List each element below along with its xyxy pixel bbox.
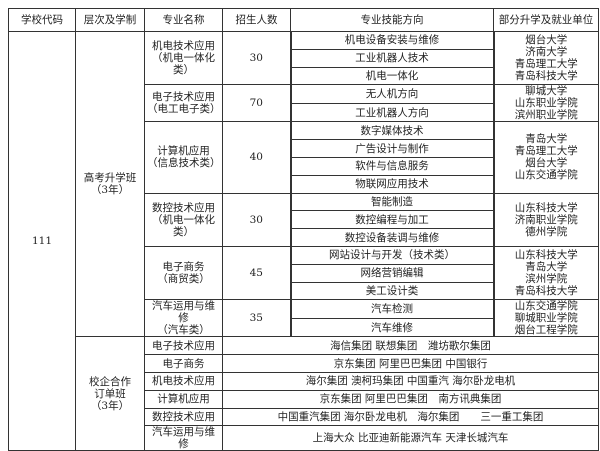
skill-direction: 广告设计与制作 <box>289 139 495 158</box>
header-major: 专业名称 <box>144 8 223 32</box>
skill-direction: 工业机器人技术 <box>289 48 495 68</box>
partner-companies: 中国重汽集团 海尔卧龙电机 海尔集团 三一重工集团 <box>222 407 599 427</box>
table-row: 计算机应用 （信息技术类） 40 数字媒体技术 青岛大学 青岛理工大学 烟台大学 山东… <box>9 121 599 194</box>
major-name: 汽车运用与维修 <box>144 425 223 451</box>
table-row: 机电一体化 <box>9 66 599 86</box>
skill-direction: 数字媒体技术 <box>289 121 495 141</box>
destinations: 山东交通学院 聊城职业学院 烟台工程学院 <box>493 299 599 338</box>
table-row: 汽车运用与维修 上海大众 比亚迪新能源汽车 天津长城汽车 <box>9 425 599 451</box>
skill-direction: 工业机器人方向 <box>289 102 495 123</box>
table-row: 电子技术应用 （电工电子类） 70 无人机方向 聊城大学 山东职业学院 滨州职业学院 <box>9 84 599 123</box>
major-name: 汽车运用与维修 （汽车类） <box>144 299 223 338</box>
partner-companies: 海信集团 联想集团 潍坊歌尔集团 <box>222 336 599 356</box>
skill-direction: 美工设计类 <box>289 281 495 301</box>
major-name: 电子商务 <box>144 354 223 373</box>
table-row: 数控技术应用 （机电一体化 类） 30 智能制造 山东科技大学 济南职业学院 德州学院 <box>9 192 599 247</box>
skill-direction: 网络营销编辑 <box>289 263 495 283</box>
level-gaokao: 高考升学班 （3年） <box>75 30 145 338</box>
enrollment-count: 70 <box>222 84 291 123</box>
partner-companies: 上海大众 比亚迪新能源汽车 天津长城汽车 <box>222 425 599 451</box>
header-skill-direction: 专业技能方向 <box>290 8 494 32</box>
table-row: 美工设计类 <box>9 281 599 301</box>
table-row: 电子商务 （商贸类） 45 网站设计与开发（技术类） 山东科技大学 青岛大学 滨州学院… <box>9 245 599 301</box>
destinations: 山东科技大学 青岛大学 滨州学院 青岛科技大学 <box>493 245 599 301</box>
header-level: 层次及学制 <box>75 8 145 32</box>
header-enrollment: 招生人数 <box>222 8 291 32</box>
skill-direction: 汽车维修 <box>289 317 495 338</box>
destinations: 烟台大学 济南大学 青岛理工大学 青岛科技大学 <box>493 30 599 86</box>
skill-direction: 数控设备装调与维修 <box>289 228 495 247</box>
header-destinations: 部分升学及就业单位 <box>493 8 599 32</box>
table-body: 111 高考升学班 （3年） 机电技术应用 （机电一体化 类） 30 机电设备安装与维修… <box>8 30 599 451</box>
major-name: 电子商务 （商贸类） <box>144 245 223 301</box>
skill-direction: 网站设计与开发（技术类） <box>289 245 495 265</box>
skill-direction: 无人机方向 <box>289 84 495 104</box>
major-name: 电子技术应用 <box>144 336 223 356</box>
enrollment-count: 30 <box>222 30 291 86</box>
destinations: 青岛大学 青岛理工大学 烟台大学 山东交通学院 <box>493 121 599 194</box>
school-code: 111 <box>8 30 76 451</box>
skill-direction: 机电一体化 <box>289 66 495 86</box>
table-row: 计算机应用 京东集团 阿里巴巴集团 南方讯典集团 <box>9 389 599 409</box>
destinations: 山东科技大学 济南职业学院 德州学院 <box>493 192 599 247</box>
header-row: 学校代码 层次及学制 专业名称 招生人数 专业技能方向 部分升学及就业单位 <box>8 8 599 32</box>
skill-direction: 物联网应用技术 <box>289 174 495 194</box>
skill-direction: 智能制造 <box>289 192 495 212</box>
major-name: 数控技术应用 （机电一体化 类） <box>144 192 223 247</box>
major-name: 计算机应用 （信息技术类） <box>144 121 223 194</box>
major-name: 机电技术应用 （机电一体化 类） <box>144 30 223 86</box>
enrollment-count: 45 <box>222 245 291 301</box>
major-name: 电子技术应用 （电工电子类） <box>144 84 223 123</box>
major-name: 机电技术应用 <box>144 371 223 391</box>
partner-companies: 京东集团 阿里巴巴集团 中国银行 <box>222 354 599 373</box>
table-row: 机电技术应用 海尔集团 澳柯玛集团 中国重汽 海尔卧龙电机 <box>9 371 599 391</box>
enrollment-count: 30 <box>222 192 291 247</box>
enrollment-count: 35 <box>222 299 291 338</box>
table-row: 校企合作 订单班 （3年） 电子技术应用 海信集团 联想集团 潍坊歌尔集团 <box>9 336 599 451</box>
partner-companies: 海尔集团 澳柯玛集团 中国重汽 海尔卧龙电机 <box>222 371 599 391</box>
skill-direction: 机电设备安装与维修 <box>289 31 495 50</box>
level-order-class: 校企合作 订单班 （3年） <box>75 336 145 451</box>
enrollment-table: 学校代码 层次及学制 专业名称 招生人数 专业技能方向 部分升学及就业单位 11… <box>8 8 599 451</box>
table-row: 汽车运用与维修 （汽车类） 35 汽车检测 山东交通学院 聊城职业学院 烟台工程学院 <box>9 299 599 338</box>
table-row: 111 高考升学班 （3年） 机电技术应用 （机电一体化 类） 30 机电设备安装与维修… <box>8 30 599 451</box>
skill-direction: 汽车检测 <box>289 299 495 319</box>
skill-direction: 数控编程与加工 <box>289 210 495 230</box>
header-school-code: 学校代码 <box>8 8 76 32</box>
major-name: 数控技术应用 <box>144 407 223 427</box>
skill-direction: 软件与信息服务 <box>289 156 495 176</box>
major-name: 计算机应用 <box>144 389 223 409</box>
enrollment-count: 40 <box>222 121 291 194</box>
partner-companies: 京东集团 阿里巴巴集团 南方讯典集团 <box>222 389 599 409</box>
destinations: 聊城大学 山东职业学院 滨州职业学院 <box>493 84 599 123</box>
